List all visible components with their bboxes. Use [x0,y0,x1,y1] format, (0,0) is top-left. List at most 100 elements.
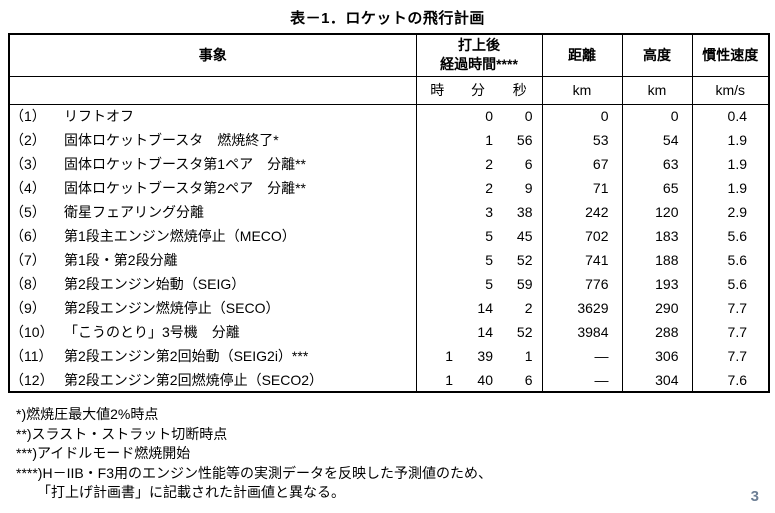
distance-value: 242 [542,200,623,224]
minutes-value: 1 [485,132,493,148]
table-row: （7） 第1段・第2段分離 5 52 741 188 5.6 [9,248,769,272]
table-row: （1） リフトオフ 0 0 0 0 0.4 [9,104,769,128]
seconds-value: 59 [498,272,543,296]
velocity-value: 7.6 [727,371,747,388]
distance-value: 0 [542,104,623,128]
event-number: （2） [10,132,46,148]
hours-value [416,176,458,200]
hours-value [416,200,458,224]
unit-altitude: km [622,76,693,105]
altitude-value: 188 [622,248,693,272]
velocity-value: 1.9 [727,156,747,172]
elapsed-time-line1: 打上後 [458,37,500,54]
velocity-value: 0.4 [727,108,747,125]
event-number: （5） [10,204,46,220]
event-name: 第2段エンジン燃焼停止（SECO） [64,296,417,320]
minutes-value: 14 [477,300,493,316]
distance-value: 702 [542,224,623,248]
altitude-value: 288 [622,320,693,344]
distance-value: 71 [542,176,623,200]
event-number: （9） [10,300,46,316]
velocity-value: 1.9 [727,132,747,148]
table-row: （10） 「こうのとり」3号機 分離 14 52 3984 288 7.7 [9,320,769,344]
minutes-value: 2 [485,156,493,172]
table-row: （9） 第2段エンジン燃焼停止（SECO） 14 2 3629 290 7.7 [9,296,769,320]
footnote-line: *)燃焼圧最大値2%時点 [16,406,159,422]
elapsed-time-line2: 経過時間**** [440,56,518,73]
col-header-elapsed-time: 打上後 経過時間**** [416,34,543,77]
units-row: 時 分 秒 km km km/s [9,76,769,105]
altitude-value: 193 [622,272,693,296]
table-row: （12） 第2段エンジン第2回燃焼停止（SECO2） 1 40 6 ― 304 … [9,368,769,392]
event-name: 第1段主エンジン燃焼停止（MECO） [64,224,417,248]
minutes-value: 0 [485,108,493,125]
event-name: 「こうのとり」3号機 分離 [64,320,417,344]
minutes-value: 39 [477,348,493,364]
hours-value [416,224,458,248]
altitude-value: 0 [622,104,693,128]
hours-value [416,272,458,296]
distance-value: 776 [542,272,623,296]
page-number: 3 [750,488,759,505]
event-name: 固体ロケットブースタ第1ペア 分離** [64,152,417,176]
distance-value: 53 [542,128,623,152]
footnote-line: ****)H－IIB・F3用のエンジン性能等の実測データを反映した予測値のため、 [16,464,493,481]
seconds-value: 6 [498,152,543,176]
event-number: （1） [10,108,46,125]
event-name: 第2段エンジン始動（SEIG） [64,272,417,296]
minutes-value: 14 [477,324,493,340]
minutes-value: 5 [485,276,493,292]
velocity-value: 2.9 [727,204,747,220]
seconds-value: 45 [498,224,543,248]
seconds-value: 52 [498,248,543,272]
table-row: （5） 衛星フェアリング分離 3 38 242 120 2.9 [9,200,769,224]
event-number: （10） [10,324,54,340]
altitude-value: 183 [622,224,693,248]
table-row: （11） 第2段エンジン第2回始動（SEIG2i）*** 1 39 1 ― 30… [9,344,769,368]
event-name: 第2段エンジン第2回始動（SEIG2i）*** [64,344,417,368]
unit-minute: 分 [458,76,498,105]
event-number: （3） [10,156,46,172]
distance-value: ― [542,344,623,368]
seconds-value: 6 [498,368,543,392]
distance-value: 3629 [542,296,623,320]
footnote-line: 「打上げ計画書」に記載された計画値と異なる。 [16,484,345,500]
minutes-value: 3 [485,204,493,220]
event-number: （6） [10,228,46,244]
velocity-value: 5.6 [727,228,747,244]
seconds-value: 1 [498,344,543,368]
event-name: 第2段エンジン第2回燃焼停止（SECO2） [64,368,417,392]
table-row: （3） 固体ロケットブースタ第1ペア 分離** 2 6 67 63 1.9 [9,152,769,176]
minutes-value: 5 [485,252,493,268]
event-name: 第1段・第2段分離 [64,248,417,272]
units-event-empty [9,76,417,105]
col-header-velocity: 慣性速度 [692,34,769,77]
table-row: （8） 第2段エンジン始動（SEIG） 5 59 776 193 5.6 [9,272,769,296]
unit-velocity: km/s [692,76,769,105]
flight-plan-table: 事象 打上後 経過時間**** 距離 高度 慣性速度 時 分 秒 km km k… [8,33,770,393]
table-title: 表－1．ロケットの飛行計画 [290,10,485,27]
altitude-value: 65 [622,176,693,200]
minutes-value: 2 [485,180,493,196]
table-row: （4） 固体ロケットブースタ第2ペア 分離** 2 9 71 65 1.9 [9,176,769,200]
table-row: （2） 固体ロケットブースタ 燃焼終了* 1 56 53 54 1.9 [9,128,769,152]
hours-value: 1 [445,348,453,364]
table-row: （6） 第1段主エンジン燃焼停止（MECO） 5 45 702 183 5.6 [9,224,769,248]
velocity-value: 7.7 [727,348,747,364]
event-name: リフトオフ [64,104,417,128]
distance-value: 741 [542,248,623,272]
hours-value: 1 [445,371,453,388]
footnote-line: ***)アイドルモード燃焼開始 [16,445,191,461]
seconds-value: 52 [498,320,543,344]
event-name: 衛星フェアリング分離 [64,200,417,224]
hours-value [416,104,458,128]
seconds-value: 0 [498,104,543,128]
event-number: （12） [10,371,54,388]
velocity-value: 5.6 [727,252,747,268]
col-header-event: 事象 [9,34,417,77]
seconds-value: 2 [498,296,543,320]
minutes-value: 5 [485,228,493,244]
footnote-line: **)スラスト・ストラット切断時点 [16,425,228,442]
altitude-value: 304 [622,368,693,392]
